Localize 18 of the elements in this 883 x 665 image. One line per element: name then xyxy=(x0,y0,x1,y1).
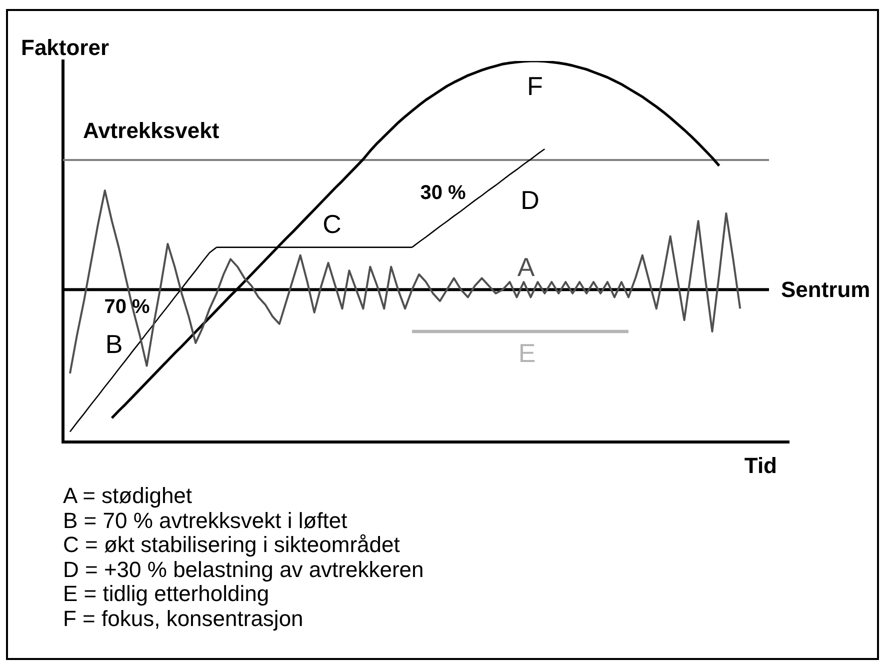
series-label: F xyxy=(527,71,543,101)
text: B = 70 % avtrekksvekt i løftet xyxy=(63,508,348,533)
text: E = tidlig etterholding xyxy=(63,581,270,606)
series-label: B xyxy=(105,329,123,359)
x-axis-title: Tid xyxy=(744,453,777,478)
series-label: C xyxy=(322,209,342,239)
series-label: E xyxy=(518,338,536,368)
text: C = økt stabilisering i sikteområdet xyxy=(63,532,400,558)
y-axis-title: Faktorer xyxy=(21,35,110,60)
annotation: 30 % xyxy=(420,182,466,204)
text: D = +30 % belastning av avtrekkeren xyxy=(63,556,424,582)
text: A = stødighet xyxy=(63,483,192,508)
annotation: 70 % xyxy=(104,296,150,318)
text: F = fokus, konsentrasjon xyxy=(63,606,304,631)
ref-line-label: Sentrum xyxy=(781,276,870,302)
series-label: A xyxy=(517,252,535,282)
series-label: D xyxy=(520,185,540,215)
ref-line-label: Avtrekksvekt xyxy=(83,118,220,144)
